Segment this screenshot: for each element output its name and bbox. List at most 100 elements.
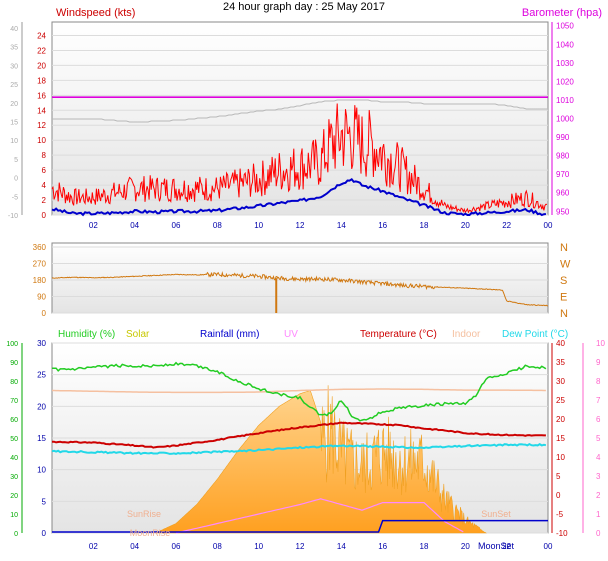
wind-tick-label: 20: [37, 61, 46, 70]
outer-left-tick-label: 10: [10, 138, 18, 145]
sunset-label: SunSet: [481, 509, 511, 519]
legend-label: Indoor: [452, 329, 481, 340]
sunrise-label: SunRise: [127, 509, 161, 519]
uv-tick-label: 8: [596, 377, 601, 386]
outer-left-tick-label: 15: [10, 120, 18, 127]
gust-series-line: [52, 99, 548, 123]
compass-label: E: [560, 292, 567, 304]
rain-tick-label: 15: [37, 434, 46, 443]
x-tick-label: 20: [461, 221, 470, 230]
rain-tick-label: 30: [37, 339, 46, 348]
x-tick-label: 14: [337, 221, 346, 230]
temperature-tick-label: 5: [556, 472, 561, 481]
wind-tick-label: 14: [37, 106, 46, 115]
humidity-tick-label: 30: [10, 474, 18, 481]
x-tick-label: 04: [130, 221, 139, 230]
rain-tick-label: 20: [37, 402, 46, 411]
temperature-tick-label: 10: [556, 453, 565, 462]
temperature-tick-label: -10: [556, 529, 568, 538]
moonset-label: MoonSet: [478, 541, 515, 551]
x-tick-label: 10: [254, 221, 263, 230]
wind-tick-label: 22: [37, 46, 46, 55]
rain-tick-label: 10: [37, 466, 46, 475]
legend-label: Dew Point (°C): [502, 329, 568, 340]
compass-label: N: [560, 242, 568, 254]
humidity-tick-label: 0: [14, 531, 18, 538]
wind-direction-line: [51, 271, 549, 307]
outer-left-tick-label: 20: [10, 101, 18, 108]
outer-left-tick-label: 0: [14, 176, 18, 183]
direction-tick-label: 0: [42, 309, 47, 318]
dew-point-line: [51, 442, 547, 456]
humidity-tick-label: 70: [10, 398, 18, 405]
humidity-tick-label: 10: [10, 512, 18, 519]
temperature-tick-label: 0: [556, 491, 561, 500]
uv-tick-label: 4: [596, 453, 601, 462]
uv-tick-label: 0: [596, 529, 601, 538]
temperature-tick-label: 30: [556, 377, 565, 386]
baro-tick-label: 1000: [556, 115, 574, 124]
wind-tick-label: 4: [42, 181, 47, 190]
x-tick-label: 22: [502, 542, 511, 551]
direction-plot-area: [51, 242, 549, 314]
uv-tick-label: 7: [596, 396, 601, 405]
baro-axis-title: Barometer (hpa): [522, 7, 602, 19]
wind-tick-label: 2: [42, 196, 47, 205]
baro-tick-label: 1020: [556, 77, 574, 86]
outer-left-tick-label: 30: [10, 63, 18, 70]
legend-label: Solar: [126, 329, 150, 340]
uv-tick-label: 5: [596, 434, 601, 443]
x-tick-label: 12: [296, 221, 305, 230]
direction-tick-label: 90: [37, 293, 46, 302]
baro-tick-label: 1010: [556, 96, 574, 105]
x-tick-label: 18: [420, 542, 429, 551]
rain-tick-label: 5: [42, 497, 47, 506]
temperature-tick-label: 35: [556, 358, 565, 367]
baro-tick-label: 990: [556, 133, 570, 142]
x-tick-label: 10: [254, 542, 263, 551]
rain-tick-label: 0: [42, 529, 47, 538]
x-tick-label: 00: [544, 221, 553, 230]
uv-tick-label: 6: [596, 415, 601, 424]
x-tick-label: 18: [420, 221, 429, 230]
outer-left-tick-label: 5: [14, 157, 18, 164]
moonrise-label: MoonRise: [130, 528, 171, 538]
baro-tick-label: 970: [556, 170, 570, 179]
uv-tick-label: 1: [596, 510, 601, 519]
humidity-tick-label: 100: [6, 341, 18, 348]
x-tick-label: 08: [213, 221, 222, 230]
legend-label: UV: [284, 329, 298, 340]
wind-tick-label: 24: [37, 31, 46, 40]
temperature-tick-label: 20: [556, 415, 565, 424]
avg-wind-line: [51, 177, 546, 217]
baro-tick-label: 1040: [556, 40, 574, 49]
compass-label: W: [560, 259, 571, 271]
direction-tick-label: 180: [33, 276, 47, 285]
wind-tick-label: 0: [42, 211, 47, 220]
humidity-tick-label: 50: [10, 436, 18, 443]
x-tick-label: 06: [172, 542, 181, 551]
temperature-tick-label: 25: [556, 396, 565, 405]
temperature-tick-label: 40: [556, 339, 565, 348]
baro-tick-label: 950: [556, 207, 570, 216]
humidity-tick-label: 40: [10, 455, 18, 462]
humidity-tick-label: 60: [10, 417, 18, 424]
legend-label: Rainfall (mm): [200, 329, 259, 340]
temperature-tick-label: -5: [556, 510, 564, 519]
x-tick-label: 16: [378, 221, 387, 230]
temperature-tick-label: 15: [556, 434, 565, 443]
wind-tick-label: 10: [37, 136, 46, 145]
x-tick-label: 12: [296, 542, 305, 551]
outer-left-tick-label: 35: [10, 45, 18, 52]
compass-label: S: [560, 275, 567, 287]
baro-tick-label: 1030: [556, 59, 574, 68]
wind-axis-title: Windspeed (kts): [56, 7, 135, 19]
baro-tick-label: 1050: [556, 22, 574, 31]
wind-speed-line: [51, 103, 548, 214]
x-tick-label: 00: [544, 542, 553, 551]
compass-label: N: [560, 308, 568, 320]
uv-tick-label: 3: [596, 472, 601, 481]
outer-left-tick-label: -10: [8, 213, 18, 220]
